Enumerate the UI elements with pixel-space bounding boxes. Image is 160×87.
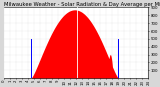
Text: Milwaukee Weather - Solar Radiation & Day Average per Minute W/m² (Today): Milwaukee Weather - Solar Radiation & Da… [4, 2, 160, 7]
